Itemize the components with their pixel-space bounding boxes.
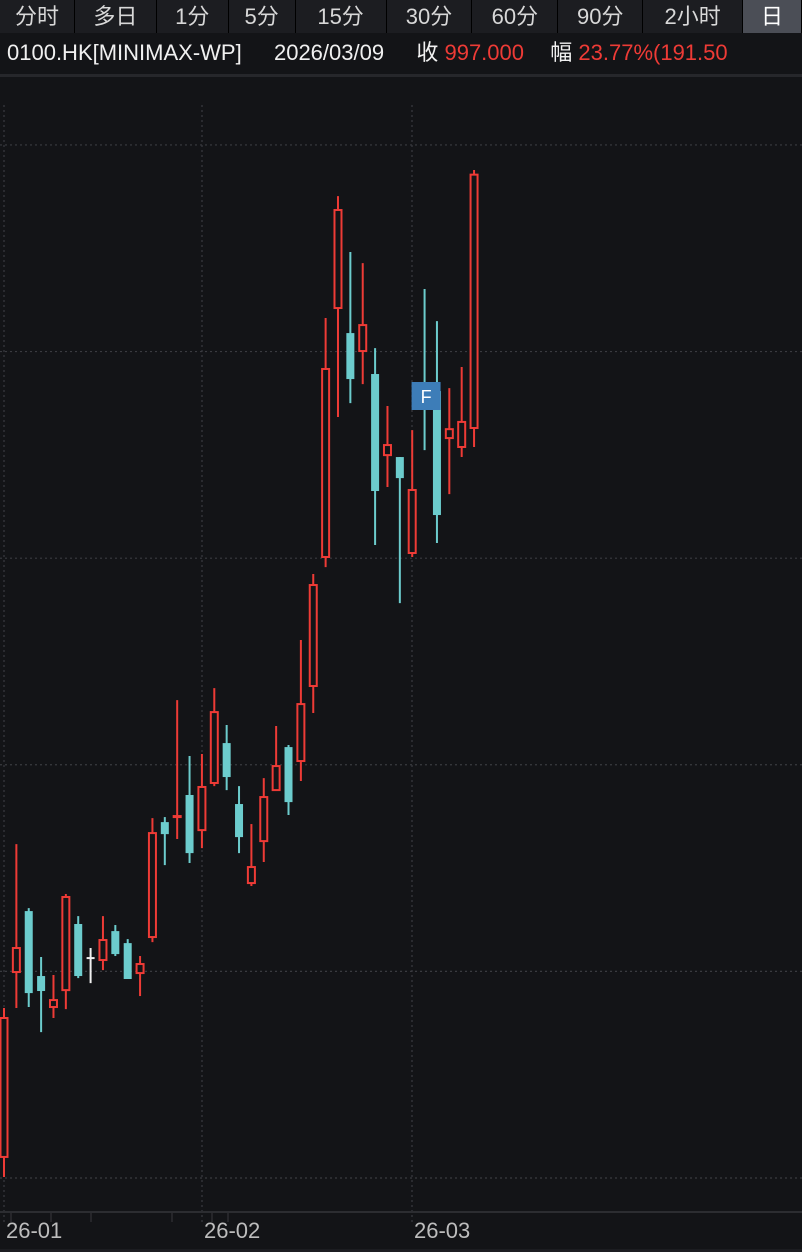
period-tabs: 分时 多日 1分 5分 15分 30分 60分 90分 2小时 日 (0, 0, 802, 33)
candle-body (271, 765, 281, 792)
candle-body (123, 943, 132, 980)
candle-body (24, 911, 33, 994)
change-value: 23.77%(191.50 (578, 40, 728, 65)
candle-body (98, 939, 108, 962)
candle-body (469, 173, 479, 429)
x-tick-label: 26-02 (204, 1218, 261, 1243)
tab-60min[interactable]: 60分 (472, 0, 558, 33)
candle-body (197, 785, 207, 832)
x-tick-label: 26-01 (6, 1218, 63, 1243)
candle-body (346, 333, 355, 380)
quote-header: 0100.HK[MINIMAX-WP] 2026/03/09 收 997.000… (0, 33, 802, 73)
candle-body (296, 703, 306, 763)
candle-body (209, 711, 219, 784)
x-tick-label: 26-03 (414, 1218, 471, 1243)
candle-body (222, 743, 231, 778)
candle-body (246, 866, 256, 885)
symbol: 0100.HK[MINIMAX-WP] (7, 40, 242, 65)
candle-body (111, 931, 120, 955)
candle-body (11, 947, 21, 974)
candle-body (444, 428, 454, 440)
quote-date: 2026/03/09 (273, 40, 385, 65)
candle-body (321, 367, 331, 559)
candle-body (0, 1017, 9, 1158)
candle-body (407, 488, 417, 554)
tab-1min[interactable]: 1分 (156, 0, 228, 33)
scrollbar[interactable] (0, 1249, 802, 1252)
candle-body (382, 444, 392, 457)
candle-body (284, 747, 293, 803)
candle-body (371, 374, 380, 492)
tab-15min[interactable]: 15分 (295, 0, 386, 33)
close-label: 收 (416, 40, 439, 65)
tab-2hour[interactable]: 2小时 (643, 0, 743, 33)
candle-body (135, 963, 145, 975)
event-marker (411, 382, 441, 410)
candle-body (457, 420, 467, 448)
candle-body (61, 896, 71, 992)
candle-body (160, 822, 169, 835)
tab-intraday[interactable]: 分时 (0, 0, 74, 33)
tab-multi-day[interactable]: 多日 (74, 0, 156, 33)
candle-body (74, 923, 83, 977)
candle-body (48, 999, 58, 1009)
tab-30min[interactable]: 30分 (386, 0, 472, 33)
candle-body (37, 976, 46, 992)
change-label: 幅 (550, 40, 573, 65)
candle-body (358, 324, 368, 353)
candle-body (235, 804, 244, 838)
tab-90min[interactable]: 90分 (558, 0, 643, 33)
tab-5min[interactable]: 5分 (228, 0, 295, 33)
event-marker-label: F (421, 387, 432, 407)
candle-body (185, 794, 194, 854)
tab-daily[interactable]: 日 (743, 0, 801, 33)
candle-body (432, 391, 441, 516)
candle-body (172, 815, 182, 819)
candle-body (259, 796, 269, 843)
header-divider (0, 74, 802, 77)
candle-body (333, 209, 343, 310)
candle-body (147, 832, 157, 939)
close-value: 997.000 (444, 40, 524, 65)
candle-body (308, 584, 318, 688)
candle-body (395, 457, 404, 479)
